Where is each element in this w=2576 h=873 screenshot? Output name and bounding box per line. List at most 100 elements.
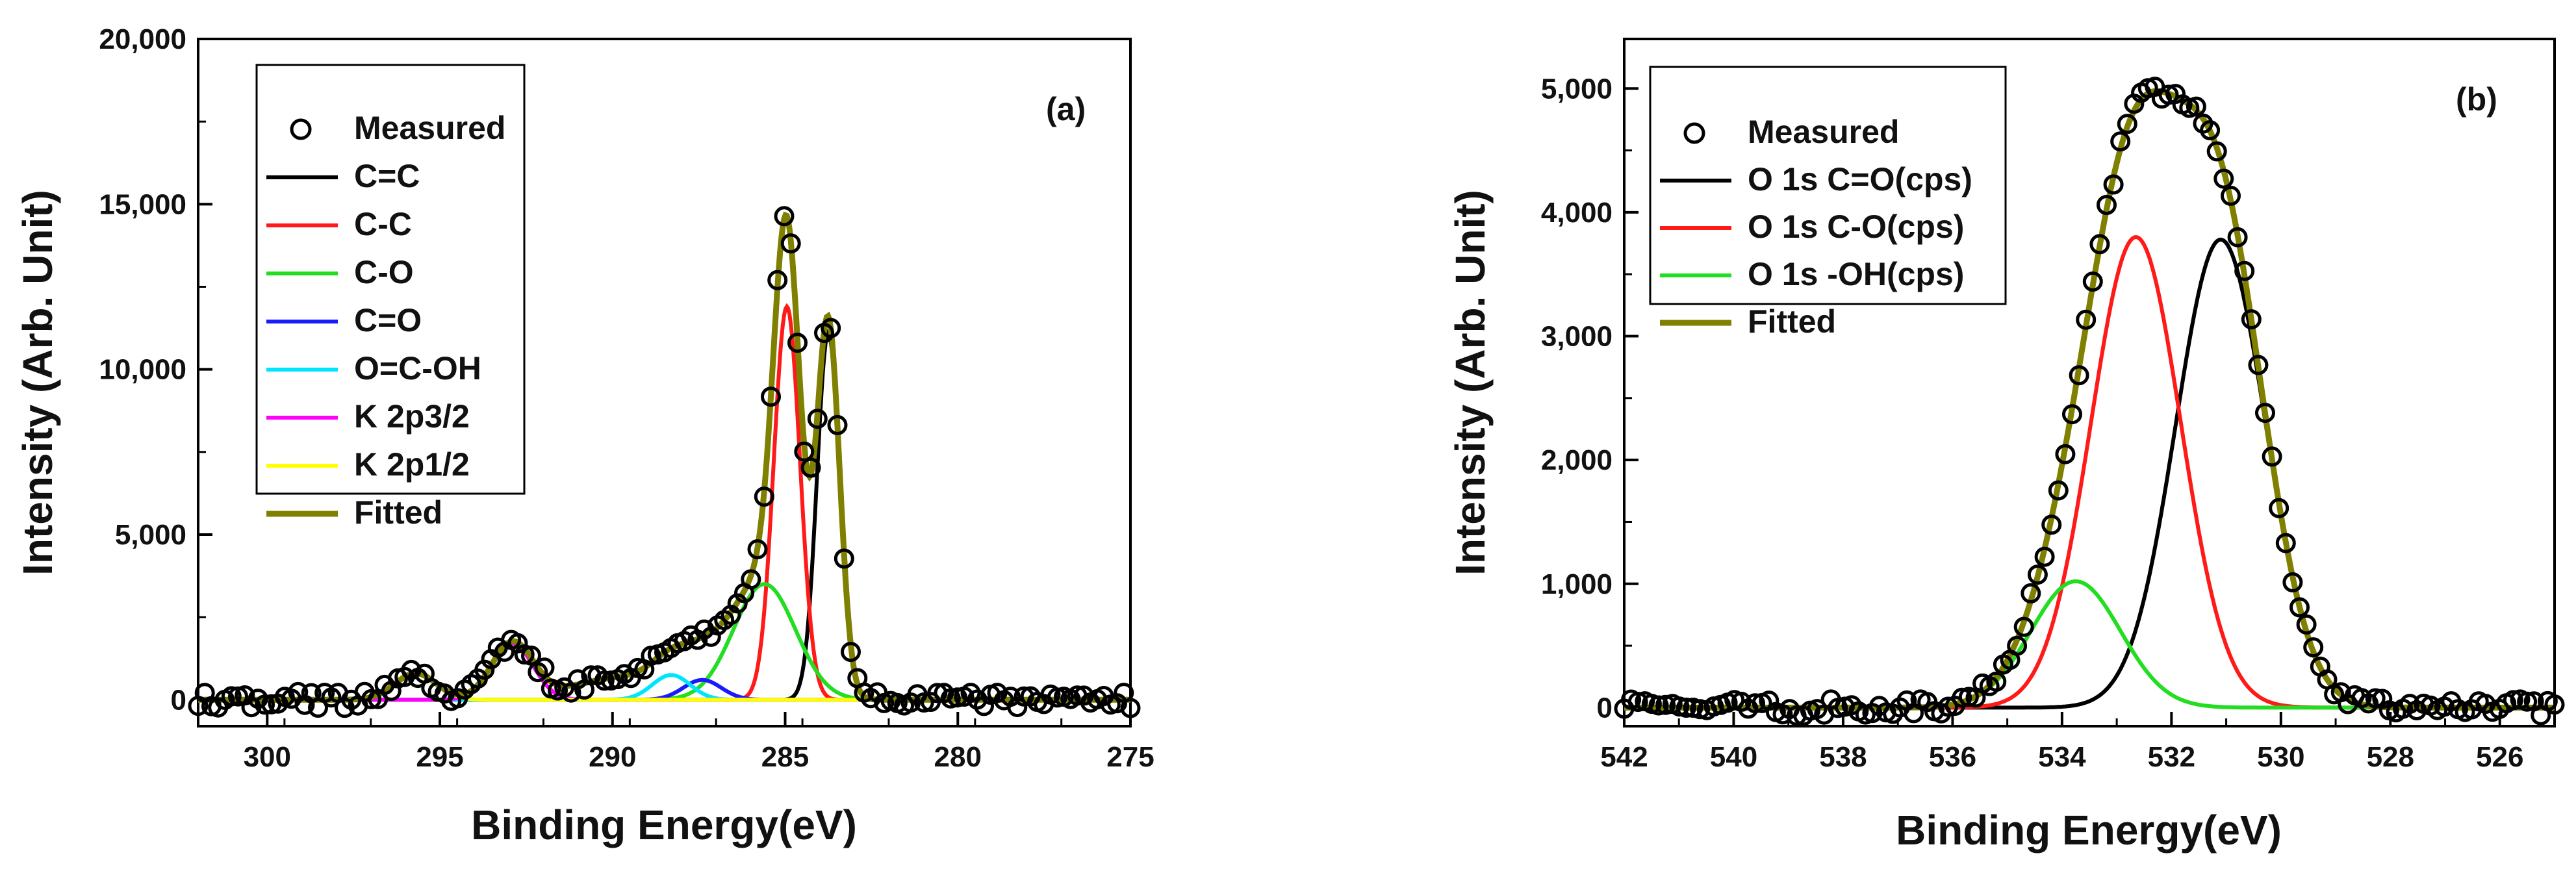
measured-point [800,457,821,478]
y-tick-label: 20,000 [99,23,186,55]
legend-label: O 1s C-O(cps) [1748,209,1964,245]
legend-label: Fitted [1748,303,1836,340]
measured-point [2103,174,2124,195]
legend-label: O 1s -OH(cps) [1748,256,1964,292]
panel-a-chart: 300 295 290 285 280 275 0 5,000 10,000 15,000 20,0… [14,23,1154,848]
measured-point [2296,614,2317,635]
panel-b-chart: 542 540 538 536 534 532 530 528 526 0 1,000 2,000 3,… [1447,38,2565,854]
x-tick-label: 275 [1106,741,1154,773]
measured-point [268,693,288,714]
y-tick-label: 5,000 [1541,73,1613,105]
panel-b-measured-points [1614,77,2565,726]
legend-label: Measured [1748,114,1899,150]
measured-point [2034,546,2055,567]
panel-b-legend-box [1649,66,2007,305]
measured-point [2248,355,2269,375]
y-tick-label: 0 [171,684,186,716]
panel-a-legend-box [255,64,526,495]
measured-point [807,409,828,429]
legend-label: K 2p3/2 [354,398,470,435]
x-tick-label: 534 [2038,741,2086,773]
panel-a-ticks: 300 295 290 285 280 275 0 5,000 10,000 15,000 20,0… [99,23,1154,773]
legend-label: O 1s C=O(cps) [1748,161,1972,197]
x-tick-label: 540 [1710,741,1757,773]
y-tick-label: 10,000 [99,354,186,386]
measured-point [2282,572,2303,592]
legend-marker-measured [290,118,312,140]
x-tick-label: 542 [1600,741,1648,773]
y-tick-label: 1,000 [1541,568,1613,600]
panel-b-y-axis-title: Intensity (Arb. Unit) [1447,190,1494,576]
x-tick-label: 528 [2367,741,2414,773]
legend-marker-measured [1683,122,1705,144]
measured-point [2234,260,2255,281]
x-tick-label: 536 [1929,741,1976,773]
panel-b-ticks: 542 540 538 536 534 532 530 528 526 0 1,000 2,000 3,… [1541,73,2556,773]
measured-point [1054,687,1074,707]
measured-point [2255,403,2275,424]
panel-b-label: (b) [2456,81,2497,118]
y-tick-label: 4,000 [1541,197,1613,229]
measured-point [780,233,801,254]
measured-point [528,662,548,683]
y-tick-label: 5,000 [115,519,186,551]
measured-point [228,686,248,707]
measured-point [2310,656,2330,677]
measured-point [1020,686,1041,707]
measured-point [1073,685,1094,706]
measured-point [814,323,834,344]
measured-point [2027,564,2048,585]
panel-b-legend: Measured O 1s C=O(cps) O 1s C-O(cps) O 1s -… [1649,66,2007,340]
measured-point [2227,227,2248,247]
y-tick-label: 3,000 [1541,321,1613,353]
x-tick-label: 300 [244,741,291,773]
x-tick-label: 285 [761,741,809,773]
measured-point [794,441,815,462]
measured-point [2048,480,2069,501]
measured-point [2110,131,2131,152]
measured-point [2062,404,2082,425]
measured-point [934,683,954,703]
measured-point [2262,446,2282,467]
measured-point [2193,113,2213,134]
panel-a-plot-frame [197,38,1132,728]
legend-label: C=O [354,302,422,338]
measured-point [2041,514,2062,535]
panel-b-x-axis-title: Binding Energy(eV) [1896,807,2282,854]
measured-point [2117,114,2137,134]
panel-a-y-axis-title: Intensity (Arb. Unit) [14,190,61,576]
measured-point [2289,597,2310,618]
measured-point [2076,309,2097,330]
measured-point [787,333,808,353]
legend-label: C-O [354,254,414,290]
y-tick-label: 15,000 [99,188,186,220]
measured-point [767,270,788,290]
measured-point [2241,309,2262,330]
measured-point [2124,94,2145,114]
measured-point [754,487,774,507]
measured-point [747,539,768,560]
measured-point [1655,694,1676,715]
measured-point [1614,698,1635,719]
measured-point [1993,654,2013,675]
measured-point [834,548,854,569]
y-tick-label: 2,000 [1541,444,1613,476]
measured-point [774,206,795,227]
measured-point [1683,698,1703,718]
measured-point [2097,195,2117,215]
panel-a-legend: Measured C=C C-C C-O C=O O=C-OH K 2p3/2 K 2p1/2… [255,64,526,531]
legend-label: C=C [354,158,420,194]
measured-point [2269,498,2289,518]
measured-point [2055,444,2076,464]
x-tick-label: 530 [2257,741,2304,773]
measured-point [2213,168,2234,189]
measured-point [827,414,848,435]
measured-point [1965,687,1986,708]
panel-a-x-axis-title: Binding Energy(eV) [471,802,857,848]
measured-point [541,678,561,699]
measured-point [954,687,975,707]
legend-label: K 2p1/2 [354,446,470,483]
panel-a-label: (a) [1046,91,1086,127]
legend-label: C-C [354,206,412,242]
panel-b-plot-frame [1623,38,2556,728]
